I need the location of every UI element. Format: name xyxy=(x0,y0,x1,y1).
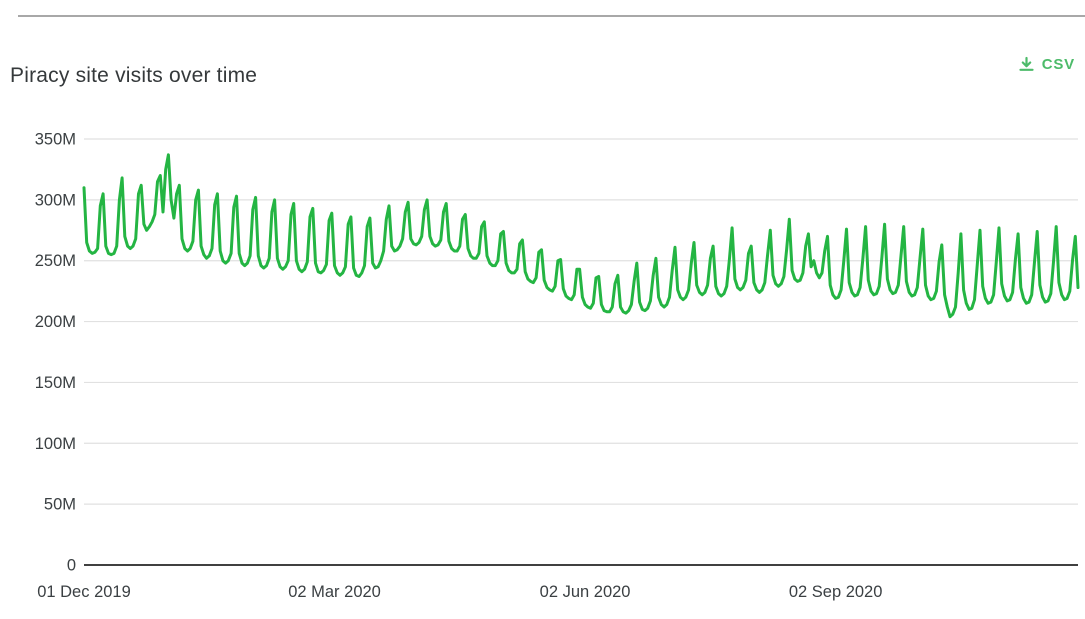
y-axis-tick-label: 350M xyxy=(35,131,76,149)
csv-button-label: CSV xyxy=(1041,56,1075,73)
x-axis-tick-label: 02 Sep 2020 xyxy=(789,583,883,601)
y-axis-tick-label: 250M xyxy=(35,252,76,270)
page-title: Piracy site visits over time xyxy=(10,64,258,88)
x-axis-tick-label: 02 Jun 2020 xyxy=(540,583,631,601)
x-axis-tick-label: 01 Dec 2019 xyxy=(37,583,131,601)
download-icon xyxy=(1018,56,1035,73)
top-divider xyxy=(18,15,1085,17)
visits-line-series xyxy=(82,153,1080,319)
x-axis-tick-label: 02 Mar 2020 xyxy=(288,583,381,601)
y-axis-tick-label: 50M xyxy=(44,496,76,514)
y-axis-tick-label: 150M xyxy=(35,374,76,392)
y-axis-tick-label: 300M xyxy=(35,191,76,209)
y-axis-tick-label: 100M xyxy=(35,435,76,453)
csv-download-button[interactable]: CSV xyxy=(1014,54,1079,75)
y-axis-tick-label: 200M xyxy=(35,313,76,331)
y-axis-tick-label: 0 xyxy=(67,557,76,575)
